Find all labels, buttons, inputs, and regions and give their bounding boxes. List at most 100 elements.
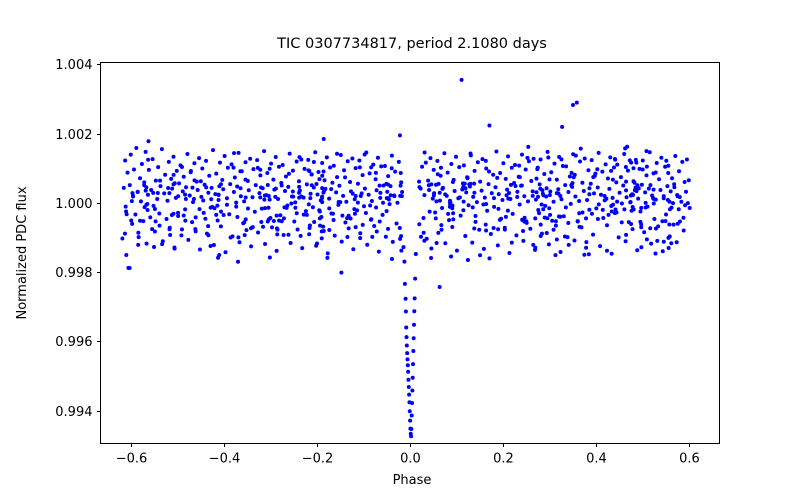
data-point [343,220,348,225]
data-point [629,221,634,226]
data-point [157,211,162,216]
data-point [627,158,632,163]
data-point [437,198,442,203]
data-point [611,165,616,170]
data-point [556,214,561,219]
data-point [214,212,219,217]
data-point [399,180,404,185]
data-point [586,168,591,173]
data-point [584,216,589,221]
data-point [317,208,322,213]
data-point [638,209,643,214]
data-point [132,167,136,172]
data-point [472,181,477,186]
data-point [592,173,597,178]
data-point [610,177,615,182]
data-point [480,157,485,162]
data-point [259,185,264,190]
data-point [292,219,297,224]
data-point [487,256,492,261]
data-point [679,199,684,204]
data-point [224,202,229,207]
data-point [440,186,445,191]
data-point [123,204,128,209]
data-point [417,185,422,190]
data-point [639,222,644,227]
data-point [495,243,500,248]
data-point [255,165,260,170]
data-point [304,212,309,217]
data-point [267,166,272,171]
data-point [210,204,215,209]
data-point [446,211,451,216]
data-point [577,211,582,216]
data-points-layer [120,77,692,439]
data-point [319,215,324,220]
data-point [158,178,163,183]
data-point [218,182,223,187]
data-point [214,171,219,176]
data-point [630,227,635,232]
y-tick-label: 0.994 [55,405,92,420]
data-point [635,183,640,188]
data-point [606,212,611,217]
data-point [551,199,556,204]
data-point [465,257,470,262]
data-point [655,238,660,243]
data-point [434,199,439,204]
data-point [146,167,151,172]
data-point [345,216,350,221]
data-point [384,209,389,214]
data-point [335,175,340,180]
data-point [172,246,177,251]
data-point [139,161,144,166]
data-point [177,181,182,186]
data-point [580,210,585,215]
data-point [320,200,325,205]
data-point [169,176,174,181]
data-point [339,270,344,275]
data-point [407,409,412,414]
data-point [431,167,436,172]
data-point [327,228,332,233]
data-point [306,202,311,207]
data-point [492,204,497,209]
data-point [536,208,541,213]
data-point [256,230,261,235]
data-point [242,220,247,225]
data-point [232,151,237,156]
data-point [634,160,639,165]
data-point [352,207,357,212]
data-point [459,77,464,82]
data-point [388,193,393,198]
data-point [311,159,316,164]
data-point [548,189,553,194]
data-point [120,236,125,241]
data-point [664,212,669,217]
data-point [184,185,189,190]
data-point [155,196,160,201]
data-point [141,219,146,224]
data-point [507,251,512,255]
data-point [203,216,208,221]
data-point [171,172,176,177]
data-point [243,195,248,200]
data-point [582,252,587,257]
data-point [220,177,225,182]
data-point [249,244,254,249]
data-point [197,247,202,252]
data-point [138,176,143,181]
data-point [153,178,158,183]
data-point [567,174,572,179]
data-point [543,203,548,208]
data-point [484,166,489,171]
data-point [485,208,490,213]
data-point [421,216,426,221]
data-point [318,223,323,228]
data-point [341,193,346,198]
data-point [304,182,309,187]
data-point [667,207,672,212]
data-point [666,235,671,240]
data-point [308,191,313,196]
data-point [507,191,512,195]
